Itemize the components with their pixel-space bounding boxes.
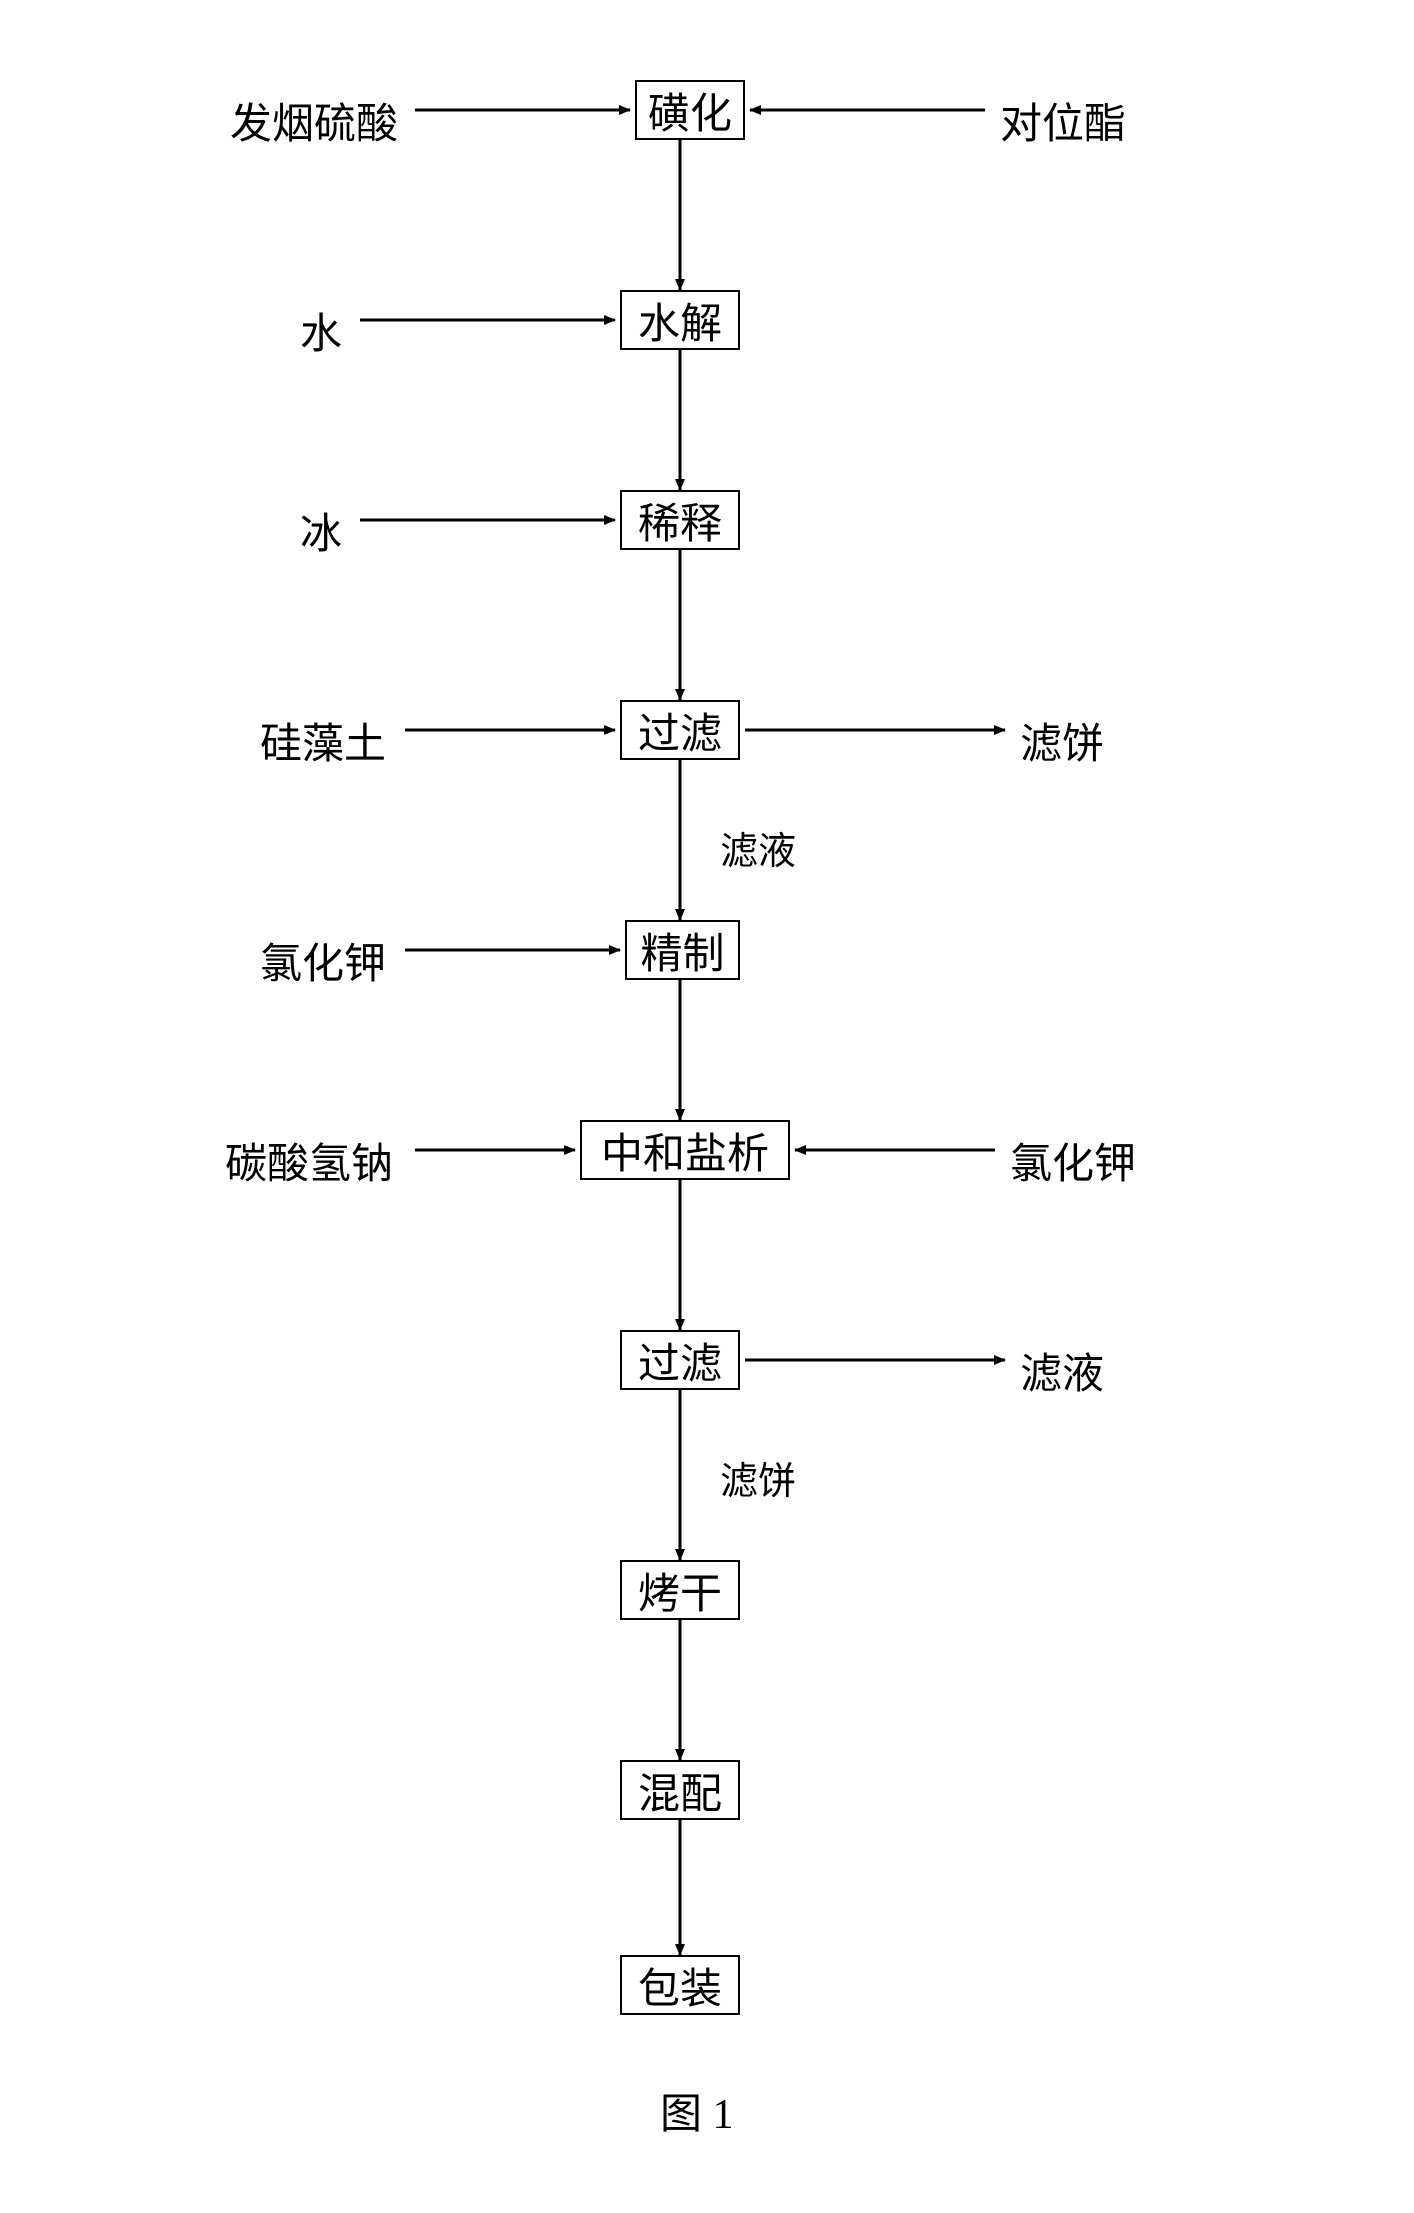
input-output-label-l8: 碳酸氢钠 [225,1130,393,1191]
input-output-label-l6: 滤饼 [1020,710,1104,771]
input-output-label-l2: 对位酯 [1000,90,1126,151]
process-step-n3: 稀释 [620,490,740,550]
input-output-label-l1: 发烟硫酸 [230,90,398,151]
process-flowchart: 磺化水解稀释过滤精制中和盐析过滤烤干混配包装 发烟硫酸对位酯水冰硅藻土滤饼氯化钾… [0,0,1414,2213]
process-step-n2: 水解 [620,290,740,350]
process-step-n4: 过滤 [620,700,740,760]
input-output-label-l4: 冰 [300,500,342,561]
input-output-label-l7: 氯化钾 [260,930,386,991]
process-step-n9: 混配 [620,1760,740,1820]
edge-label-el1: 滤液 [720,820,796,875]
process-step-n1: 磺化 [635,80,745,140]
process-step-n7: 过滤 [620,1330,740,1390]
process-step-n6: 中和盐析 [580,1120,790,1180]
input-output-label-l3: 水 [300,300,342,361]
input-output-label-l9: 氯化钾 [1010,1130,1136,1191]
input-output-label-l5: 硅藻土 [260,710,386,771]
edge-label-el2: 滤饼 [720,1450,796,1505]
process-step-n5: 精制 [625,920,740,980]
process-step-n8: 烤干 [620,1560,740,1620]
input-output-label-l10: 滤液 [1020,1340,1104,1401]
figure-caption: 图 1 [660,2080,734,2141]
process-step-n10: 包装 [620,1955,740,2015]
